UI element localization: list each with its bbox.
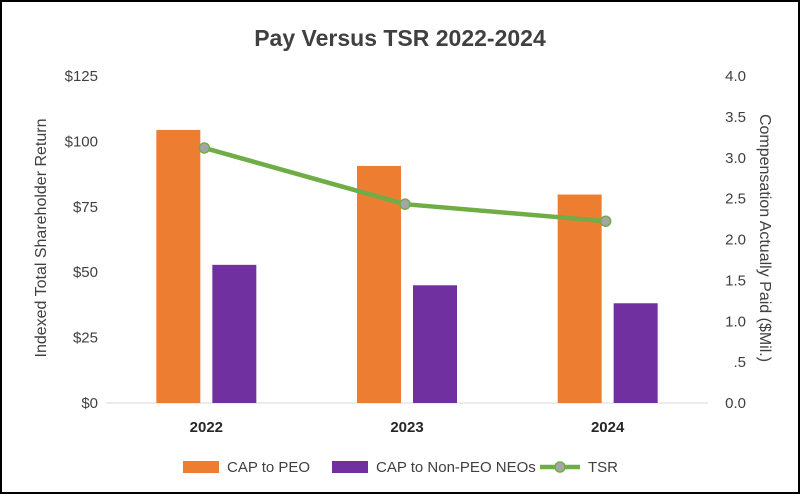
right-tick-label: .5 bbox=[733, 354, 746, 371]
left-tick-label: $50 bbox=[73, 264, 98, 281]
right-tick-label: 3.5 bbox=[725, 109, 746, 126]
tsr-point-2023 bbox=[399, 198, 411, 210]
left-tick-label: $0 bbox=[81, 395, 98, 412]
legend-label: TSR bbox=[588, 459, 618, 476]
category-label: 2024 bbox=[591, 419, 625, 436]
bar-cap-to-peo-2024 bbox=[557, 194, 602, 403]
left-tick-label: $125 bbox=[65, 68, 98, 85]
bar-cap-to-non-peo-neos-2024 bbox=[613, 303, 658, 403]
legend-item-cap-to-peo: CAP to PEO bbox=[183, 459, 310, 476]
right-tick-label: 2.5 bbox=[725, 191, 746, 208]
legend-label: CAP to Non-PEO NEOs bbox=[376, 459, 536, 476]
right-tick-label: 0.0 bbox=[725, 395, 746, 412]
bar-cap-to-non-peo-neos-2023 bbox=[413, 285, 457, 403]
legend-marker bbox=[554, 461, 566, 473]
category-label: 2023 bbox=[390, 419, 423, 436]
legend-swatch bbox=[183, 461, 219, 473]
left-axis-title: Indexed Total Shareholder Return bbox=[33, 119, 50, 358]
right-tick-label: 2.0 bbox=[725, 232, 746, 249]
right-tick-label: 4.0 bbox=[725, 68, 746, 85]
left-tick-label: $100 bbox=[65, 133, 98, 150]
legend-item-tsr: TSR bbox=[540, 459, 618, 476]
bar-cap-to-non-peo-neos-2022 bbox=[212, 264, 257, 403]
left-tick-label: $75 bbox=[73, 199, 98, 216]
tsr-point-2022 bbox=[198, 142, 211, 154]
right-axis-title: Compensation Actually Paid ($Mil.) bbox=[756, 114, 773, 362]
legend-swatch bbox=[332, 461, 368, 473]
tsr-point-2024 bbox=[599, 215, 612, 227]
right-tick-label: 1.5 bbox=[725, 272, 746, 289]
bar-cap-to-peo-2022 bbox=[156, 129, 201, 403]
legend-item-cap-to-non-peo-neos: CAP to Non-PEO NEOs bbox=[332, 459, 536, 476]
right-tick-label: 1.0 bbox=[725, 313, 746, 330]
legend-label: CAP to PEO bbox=[227, 459, 310, 476]
tsr-line bbox=[203, 145, 606, 224]
chart-title: Pay Versus TSR 2022-2024 bbox=[254, 25, 546, 51]
left-tick-label: $25 bbox=[73, 330, 98, 347]
category-label: 2022 bbox=[190, 419, 223, 436]
bar-cap-to-peo-2023 bbox=[357, 165, 401, 403]
right-tick-label: 3.0 bbox=[725, 150, 746, 167]
